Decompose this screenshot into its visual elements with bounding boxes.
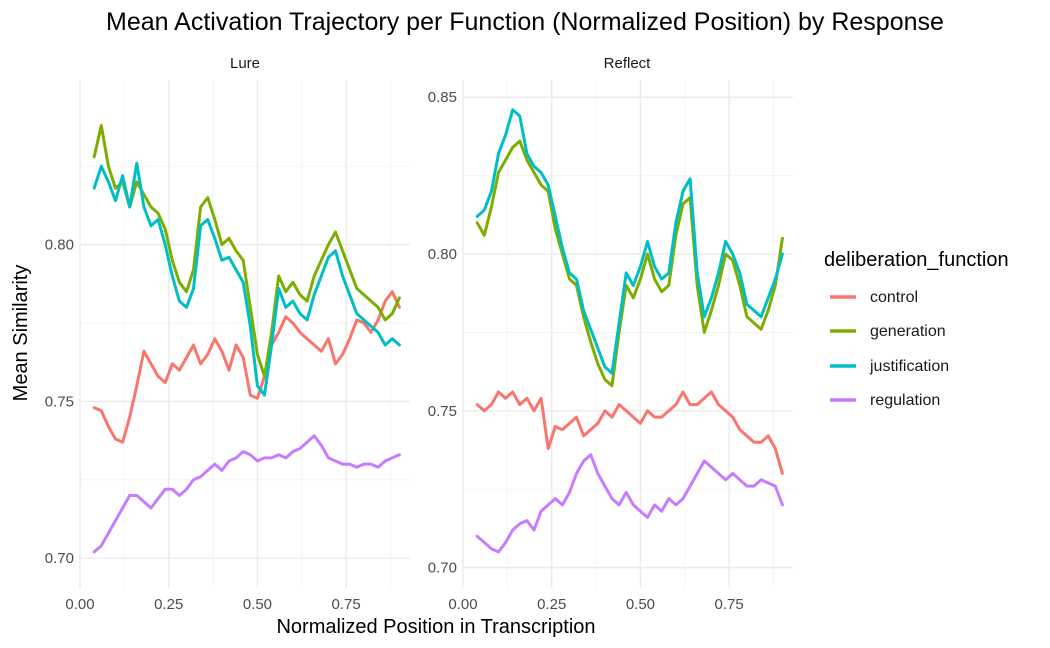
series-line-reflect-control	[475, 390, 784, 475]
x-tick-label-lure: 0.25	[154, 596, 183, 613]
legend-label-regulation: regulation	[870, 392, 940, 409]
y-tick-label-lure: 0.70	[45, 550, 74, 567]
chart-title: Mean Activation Trajectory per Function …	[106, 8, 944, 36]
y-axis-title: Mean Similarity	[10, 265, 32, 402]
strip-label-reflect: Reflect	[604, 55, 652, 72]
x-tick-label-lure: 0.75	[332, 596, 361, 613]
y-tick-label-lure: 0.75	[45, 393, 74, 410]
legend-label-justification: justification	[869, 358, 949, 375]
legend-title: deliberation_function	[824, 249, 1009, 271]
series-line-reflect-generation	[475, 139, 784, 388]
x-tick-label-lure: 0.00	[65, 596, 94, 613]
series-line-lure-control	[92, 290, 401, 444]
x-tick-label-reflect: 0.50	[626, 596, 655, 613]
legend: deliberation_function control generation…	[824, 249, 1009, 409]
x-tick-label-lure: 0.50	[243, 596, 272, 613]
y-tick-label-reflect: 0.70	[428, 560, 457, 577]
panel-lure: Lure 0.00 0.25 0.50 0.75 0.70 0.75 0.80	[45, 55, 410, 613]
y-tick-label-reflect: 0.85	[428, 89, 457, 106]
x-axis-title: Normalized Position in Transcription	[276, 616, 595, 638]
y-tick-label-reflect: 0.75	[428, 403, 457, 420]
series-line-lure-generation	[92, 124, 401, 378]
x-tick-label-reflect: 0.75	[715, 596, 744, 613]
x-tick-label-reflect: 0.25	[537, 596, 566, 613]
series-line-reflect-regulation	[475, 453, 784, 554]
gridlines-lure	[79, 80, 410, 588]
gridlines-reflect	[462, 80, 793, 588]
strip-label-lure: Lure	[230, 55, 260, 72]
series-line-lure-justification	[92, 161, 401, 397]
y-tick-label-lure: 0.80	[45, 237, 74, 254]
panel-reflect: Reflect 0.00 0.25 0.50 0.75 0.70 0.75 0.80 0.85	[428, 55, 793, 613]
series-line-reflect-justification	[475, 108, 784, 375]
y-tick-label-reflect: 0.80	[428, 246, 457, 263]
legend-label-control: control	[870, 289, 918, 306]
series-line-lure-regulation	[92, 434, 401, 554]
x-tick-label-reflect: 0.00	[448, 596, 477, 613]
legend-label-generation: generation	[870, 323, 946, 340]
